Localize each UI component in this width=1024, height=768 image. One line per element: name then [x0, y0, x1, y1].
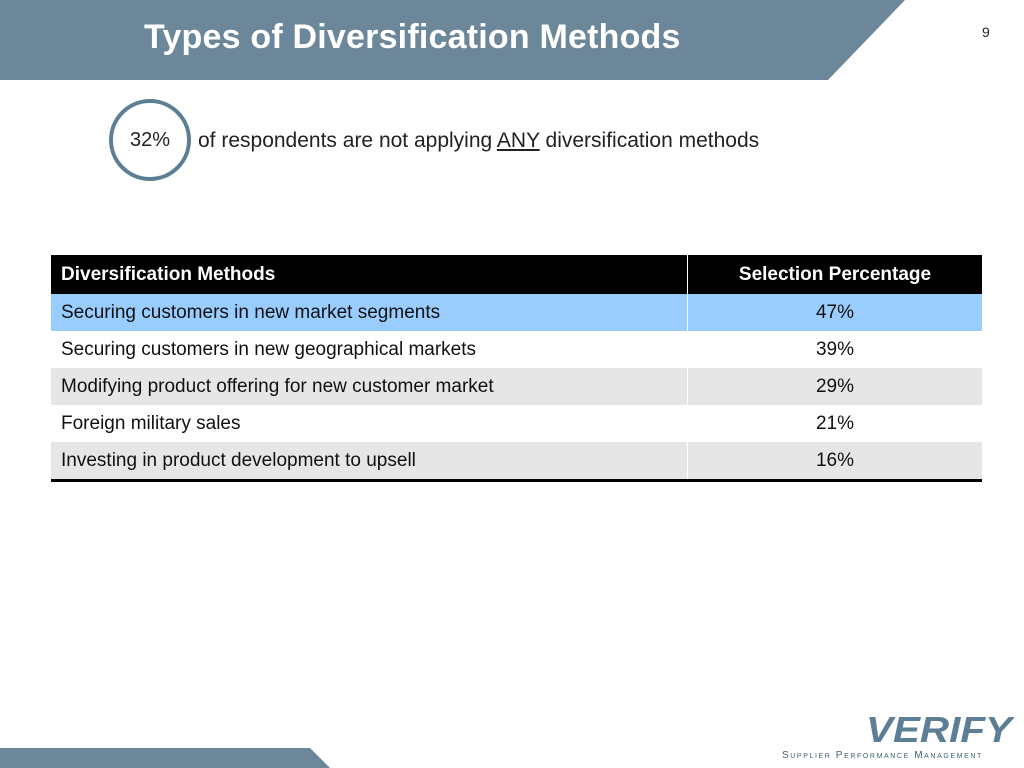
- header-band: [0, 0, 905, 80]
- slide-title: Types of Diversification Methods: [144, 18, 681, 56]
- method-cell: Securing customers in new geographical m…: [51, 331, 688, 368]
- method-cell: Foreign military sales: [51, 405, 688, 442]
- method-cell: Investing in product development to upse…: [51, 442, 688, 481]
- percentage-cell: 21%: [687, 405, 982, 442]
- stat-ring: [109, 99, 191, 181]
- table-header-row: Diversification Methods Selection Percen…: [51, 255, 982, 294]
- stat-text: of respondents are not applying ANY dive…: [198, 129, 759, 153]
- diversification-table: Diversification Methods Selection Percen…: [51, 255, 982, 482]
- header-methods: Diversification Methods: [51, 255, 688, 294]
- page-number: 9: [982, 24, 990, 40]
- footer-band: [0, 748, 330, 768]
- logo-text: VERIFY: [866, 712, 1014, 746]
- percentage-cell: 47%: [687, 294, 982, 331]
- percentage-cell: 39%: [687, 331, 982, 368]
- stat-text-emphasis: ANY: [496, 129, 540, 152]
- table-row: Securing customers in new market segment…: [51, 294, 982, 331]
- table-row: Modifying product offering for new custo…: [51, 368, 982, 405]
- verify-logo: VERIFY: [866, 712, 1014, 746]
- stat-text-before: of respondents are not applying: [198, 129, 497, 152]
- stat-text-after: diversification methods: [539, 129, 760, 152]
- header-percentage: Selection Percentage: [687, 255, 982, 294]
- stat-value: 32%: [130, 129, 171, 151]
- tagline: Supplier Performance Management: [782, 750, 983, 761]
- table-row: Foreign military sales 21%: [51, 405, 982, 442]
- method-cell: Modifying product offering for new custo…: [51, 368, 688, 405]
- percentage-cell: 29%: [687, 368, 982, 405]
- table-row: Securing customers in new geographical m…: [51, 331, 982, 368]
- percentage-cell: 16%: [687, 442, 982, 481]
- table-row: Investing in product development to upse…: [51, 442, 982, 481]
- method-cell: Securing customers in new market segment…: [51, 294, 688, 331]
